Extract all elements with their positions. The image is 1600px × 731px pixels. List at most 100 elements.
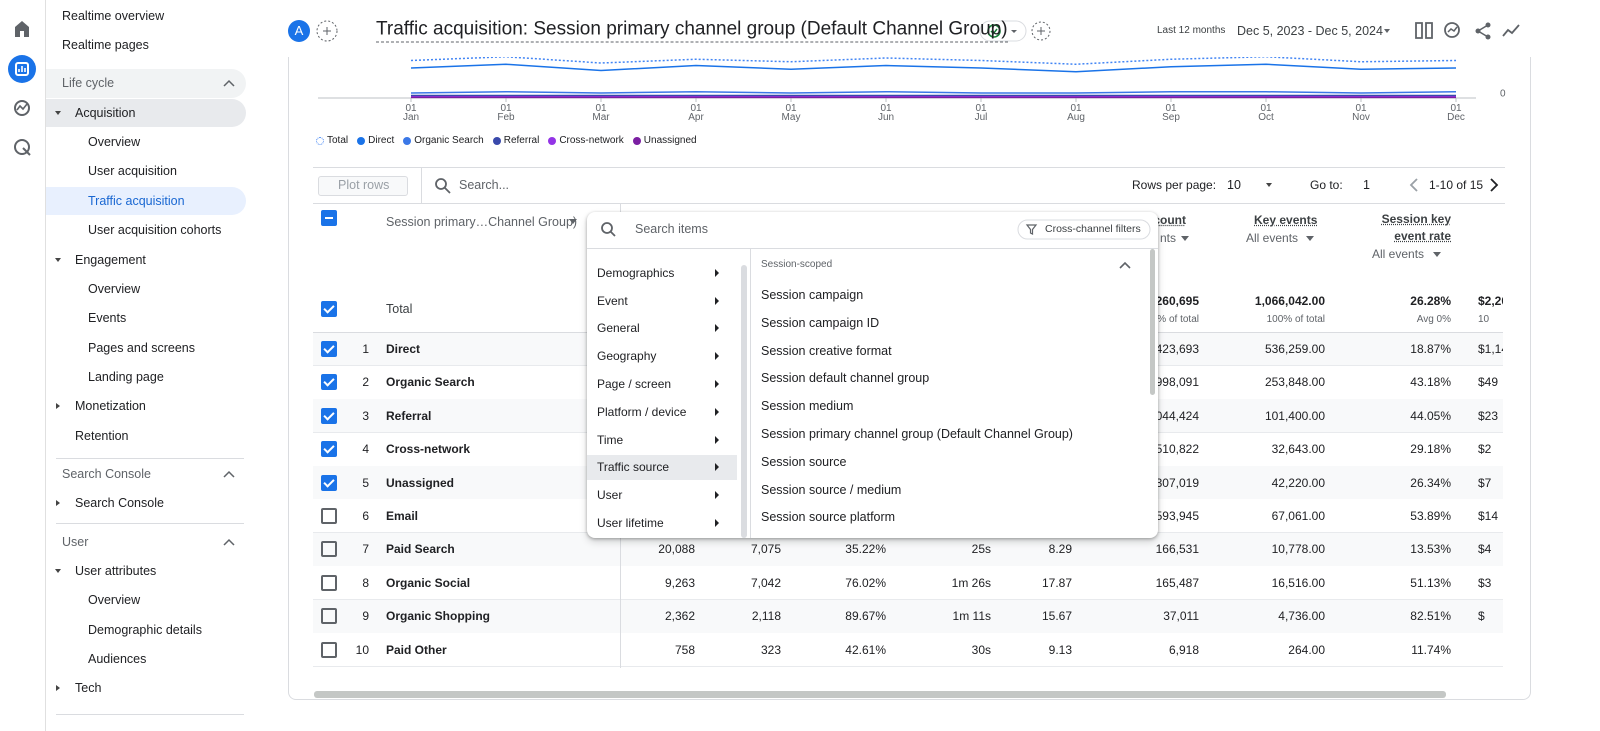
nav-item[interactable]: Landing page	[88, 370, 164, 384]
nav-section[interactable]: User	[62, 535, 89, 549]
nav-item[interactable]: Pages and screens	[88, 341, 196, 355]
menu-category[interactable]: Platform / device	[597, 404, 687, 419]
legend-item[interactable]: Organic Search	[403, 134, 484, 148]
nav-item[interactable]: Realtime pages	[62, 38, 149, 52]
menu-item[interactable]: Session default channel group	[761, 371, 930, 386]
horizontal-scrollbar[interactable]	[314, 691, 1446, 698]
nav-item[interactable]: Events	[88, 311, 127, 325]
rows-per-page[interactable]: 10	[1227, 178, 1241, 192]
row-checkbox[interactable]	[321, 341, 337, 357]
nav-item[interactable]: Demographic details	[88, 623, 202, 637]
menu-item[interactable]: Session creative format	[761, 343, 892, 358]
advertising-icon[interactable]	[14, 139, 30, 155]
table-search[interactable]: Search...	[459, 178, 510, 192]
dropdown-caret[interactable]	[1181, 236, 1189, 241]
nav-item[interactable]: Realtime overview	[62, 9, 165, 23]
metric-subheader[interactable]: All events	[1372, 247, 1425, 261]
row-checkbox[interactable]	[321, 441, 337, 458]
add-button[interactable]	[1031, 21, 1051, 41]
metric-header[interactable]: count	[1153, 213, 1186, 227]
row-cell: $1,14	[1478, 342, 1503, 356]
nav-item[interactable]: Audiences	[88, 652, 147, 666]
nav-item[interactable]: User acquisition cohorts	[88, 223, 222, 237]
date-dropdown[interactable]	[1384, 29, 1390, 33]
row-checkbox[interactable]	[321, 641, 337, 658]
nav-item[interactable]: User acquisition	[88, 164, 177, 178]
legend-item[interactable]: Direct	[357, 134, 394, 148]
legend-item[interactable]: Cross-network	[548, 134, 624, 148]
nav-item[interactable]: Traffic acquisition	[88, 194, 185, 208]
menu-category[interactable]: Demographics	[597, 265, 675, 280]
total-checkbox[interactable]	[321, 301, 337, 317]
menu-item[interactable]: Session source	[761, 454, 847, 469]
nav-group[interactable]: Monetization	[75, 399, 146, 413]
row-name: Paid Search	[386, 542, 455, 557]
trend-icon[interactable]	[1502, 24, 1520, 37]
menu-category[interactable]: User	[597, 488, 623, 503]
legend-item[interactable]: Total	[316, 134, 348, 148]
nav-group[interactable]: Search Console	[75, 496, 164, 510]
menu-category[interactable]: Page / screen	[597, 377, 672, 391]
compare-icon[interactable]	[1415, 22, 1433, 39]
dropdown-caret[interactable]	[569, 219, 577, 224]
cross-channel-filter[interactable]: Cross-channel filters	[1045, 223, 1141, 235]
insights-icon[interactable]	[1444, 22, 1460, 38]
prev-page[interactable]	[1409, 178, 1418, 192]
row-checkbox[interactable]	[321, 374, 337, 391]
nav-group[interactable]: User attributes	[75, 564, 157, 578]
row-checkbox[interactable]	[321, 608, 337, 625]
legend-marker	[357, 137, 366, 145]
menu-category[interactable]: Time	[597, 432, 624, 447]
dimension-header[interactable]: Session primary…Channel Group)	[386, 215, 578, 229]
plot-rows-button[interactable]	[318, 176, 408, 196]
metric-header[interactable]: Key events	[1254, 213, 1318, 227]
menu-category[interactable]: General	[597, 321, 640, 336]
status-chip[interactable]	[979, 20, 1027, 42]
menu-item[interactable]: Session medium	[761, 399, 854, 414]
nav-item[interactable]: Retention	[75, 429, 129, 443]
menu-search[interactable]: Search items	[635, 222, 708, 236]
menu-item[interactable]: Session primary channel group (Default C…	[761, 427, 1073, 441]
menu-item[interactable]: Session campaign ID	[761, 315, 880, 330]
row-checkbox[interactable]	[321, 508, 337, 524]
date-range[interactable]: Dec 5, 2023 - Dec 5, 2024	[1237, 24, 1383, 38]
nav-group[interactable]: Acquisition	[75, 106, 136, 120]
go-to[interactable]: 1	[1363, 178, 1370, 192]
nav-section[interactable]: Search Console	[62, 467, 151, 481]
row-checkbox[interactable]	[321, 407, 337, 424]
dropdown-caret[interactable]	[1433, 252, 1441, 257]
home-icon[interactable]	[15, 21, 29, 37]
nav-item[interactable]: Overview	[88, 135, 141, 149]
menu-item[interactable]: Session source / medium	[761, 482, 902, 497]
menu-category[interactable]: Geography	[597, 349, 657, 364]
nav-item[interactable]: Overview	[88, 593, 141, 607]
explore-icon[interactable]	[14, 100, 30, 116]
metric-subheader[interactable]: nts	[1159, 231, 1176, 245]
avatar[interactable]: A	[288, 20, 310, 42]
metric-header[interactable]: Session key event rate	[1381, 212, 1451, 243]
nav-section[interactable]: Life cycle	[62, 76, 115, 90]
nav-item[interactable]: Overview	[88, 282, 141, 296]
menu-category[interactable]: User lifetime	[597, 516, 664, 530]
menu-category[interactable]: Event	[597, 293, 628, 308]
row-cell: 89.67%	[845, 609, 886, 624]
row-checkbox[interactable]	[321, 541, 337, 558]
select-all-checkbox[interactable]	[321, 210, 337, 226]
plot-rows-label[interactable]: Plot rows	[338, 178, 390, 192]
dropdown-caret[interactable]	[1306, 236, 1314, 241]
menu-item[interactable]: Session campaign	[761, 288, 864, 302]
add-comparison[interactable]	[316, 20, 338, 42]
menu-item[interactable]: Session source platform	[761, 510, 896, 525]
menu-category[interactable]: Custom	[597, 249, 638, 253]
next-page[interactable]	[1490, 178, 1499, 192]
menu-category[interactable]: Traffic source	[597, 460, 670, 475]
legend-item[interactable]: Referral	[492, 134, 539, 148]
row-checkbox[interactable]	[321, 574, 337, 591]
row-checkbox[interactable]	[321, 474, 337, 491]
nav-group[interactable]: Engagement	[75, 253, 146, 267]
legend-label: Total	[327, 135, 349, 146]
nav-group[interactable]: Tech	[75, 681, 102, 695]
rows-dropdown[interactable]	[1266, 183, 1272, 187]
metric-subheader[interactable]: All events	[1246, 231, 1299, 245]
legend-item[interactable]: Unassigned	[632, 134, 697, 148]
